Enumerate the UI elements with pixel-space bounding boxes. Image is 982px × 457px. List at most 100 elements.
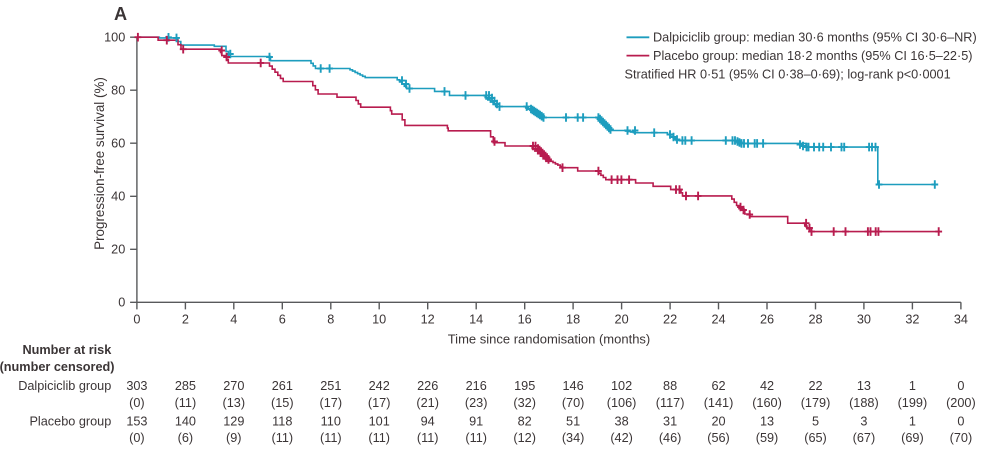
- svg-text:(13): (13): [223, 396, 246, 410]
- svg-text:6: 6: [279, 313, 286, 327]
- svg-text:38: 38: [615, 414, 629, 428]
- svg-text:(0): (0): [129, 431, 145, 445]
- svg-text:26: 26: [760, 313, 774, 327]
- svg-text:88: 88: [663, 379, 677, 393]
- svg-text:28: 28: [808, 313, 822, 327]
- svg-text:261: 261: [272, 379, 293, 393]
- svg-text:5: 5: [812, 414, 819, 428]
- svg-text:303: 303: [126, 379, 147, 393]
- svg-text:118: 118: [272, 414, 292, 428]
- svg-text:Dalpiciclib group: Dalpiciclib group: [18, 379, 111, 393]
- svg-text:285: 285: [175, 379, 196, 393]
- svg-text:(11): (11): [368, 431, 390, 445]
- svg-text:100: 100: [104, 31, 125, 45]
- svg-text:(11): (11): [417, 431, 439, 445]
- svg-text:(11): (11): [271, 431, 293, 445]
- svg-text:0: 0: [957, 414, 964, 428]
- svg-text:62: 62: [711, 379, 725, 393]
- svg-text:(70): (70): [950, 431, 973, 445]
- svg-text:(11): (11): [175, 396, 197, 410]
- svg-text:(188): (188): [849, 396, 879, 410]
- svg-text:51: 51: [566, 414, 580, 428]
- svg-text:8: 8: [327, 313, 334, 327]
- svg-text:(17): (17): [320, 396, 343, 410]
- svg-text:(67): (67): [853, 431, 876, 445]
- svg-text:Placebo group: median 18·2 mon: Placebo group: median 18·2 months (95% C…: [653, 49, 973, 63]
- svg-text:A: A: [114, 4, 127, 24]
- svg-text:(69): (69): [901, 431, 924, 445]
- svg-text:(70): (70): [562, 396, 585, 410]
- svg-text:Number at risk: Number at risk: [22, 343, 112, 357]
- svg-text:40: 40: [111, 190, 125, 204]
- svg-text:(32): (32): [513, 396, 536, 410]
- svg-text:226: 226: [417, 379, 438, 393]
- svg-text:(6): (6): [178, 431, 194, 445]
- svg-text:101: 101: [369, 414, 390, 428]
- svg-text:195: 195: [514, 379, 535, 393]
- svg-text:22: 22: [663, 313, 677, 327]
- svg-text:0: 0: [118, 296, 125, 310]
- svg-text:(23): (23): [465, 396, 488, 410]
- svg-text:140: 140: [175, 414, 196, 428]
- svg-text:153: 153: [126, 414, 147, 428]
- svg-text:242: 242: [369, 379, 390, 393]
- svg-text:1: 1: [909, 414, 916, 428]
- svg-text:22: 22: [808, 379, 822, 393]
- svg-text:10: 10: [372, 313, 386, 327]
- svg-text:Placebo group: Placebo group: [29, 414, 111, 428]
- svg-text:32: 32: [905, 313, 919, 327]
- svg-text:(160): (160): [752, 396, 782, 410]
- svg-text:Stratified HR 0·51 (95% CI 0·3: Stratified HR 0·51 (95% CI 0·38–0·69); l…: [625, 67, 951, 81]
- svg-text:18: 18: [566, 313, 580, 327]
- svg-text:3: 3: [860, 414, 867, 428]
- svg-text:(65): (65): [804, 431, 827, 445]
- svg-text:24: 24: [711, 313, 725, 327]
- svg-text:Progression-free survival (%): Progression-free survival (%): [92, 77, 107, 250]
- svg-text:14: 14: [469, 313, 483, 327]
- svg-text:251: 251: [320, 379, 341, 393]
- svg-text:(179): (179): [801, 396, 831, 410]
- svg-text:(117): (117): [656, 396, 685, 410]
- svg-text:30: 30: [857, 313, 871, 327]
- svg-text:(21): (21): [416, 396, 439, 410]
- svg-text:1: 1: [909, 379, 916, 393]
- svg-text:13: 13: [760, 414, 774, 428]
- svg-text:(42): (42): [610, 431, 633, 445]
- svg-text:94: 94: [421, 414, 435, 428]
- svg-text:(17): (17): [368, 396, 391, 410]
- svg-text:216: 216: [466, 379, 487, 393]
- svg-text:(59): (59): [756, 431, 779, 445]
- svg-text:91: 91: [469, 414, 483, 428]
- svg-text:12: 12: [421, 313, 435, 327]
- svg-text:34: 34: [954, 313, 968, 327]
- svg-text:2: 2: [182, 313, 189, 327]
- svg-text:Time since randomisation (mont: Time since randomisation (months): [448, 332, 651, 347]
- svg-text:(34): (34): [562, 431, 585, 445]
- svg-text:(106): (106): [607, 396, 637, 410]
- svg-text:146: 146: [563, 379, 584, 393]
- svg-text:Dalpiciclib group: median 30·6: Dalpiciclib group: median 30·6 months (9…: [653, 31, 977, 45]
- svg-text:82: 82: [518, 414, 532, 428]
- svg-text:(0): (0): [129, 396, 145, 410]
- svg-text:20: 20: [111, 243, 125, 257]
- svg-text:20: 20: [615, 313, 629, 327]
- svg-text:270: 270: [223, 379, 244, 393]
- svg-text:102: 102: [611, 379, 632, 393]
- svg-text:(199): (199): [898, 396, 928, 410]
- svg-text:4: 4: [230, 313, 237, 327]
- svg-text:110: 110: [321, 414, 341, 428]
- svg-text:16: 16: [518, 313, 532, 327]
- svg-text:(56): (56): [707, 431, 730, 445]
- svg-text:31: 31: [663, 414, 677, 428]
- svg-text:(46): (46): [659, 431, 682, 445]
- svg-text:(141): (141): [704, 396, 734, 410]
- svg-text:(9): (9): [226, 431, 242, 445]
- svg-text:80: 80: [111, 84, 125, 98]
- svg-text:60: 60: [111, 137, 125, 151]
- svg-text:0: 0: [133, 313, 140, 327]
- svg-text:0: 0: [957, 379, 964, 393]
- svg-text:(number censored): (number censored): [0, 360, 115, 374]
- svg-text:(12): (12): [513, 431, 536, 445]
- svg-text:(11): (11): [465, 431, 487, 445]
- svg-text:(15): (15): [271, 396, 294, 410]
